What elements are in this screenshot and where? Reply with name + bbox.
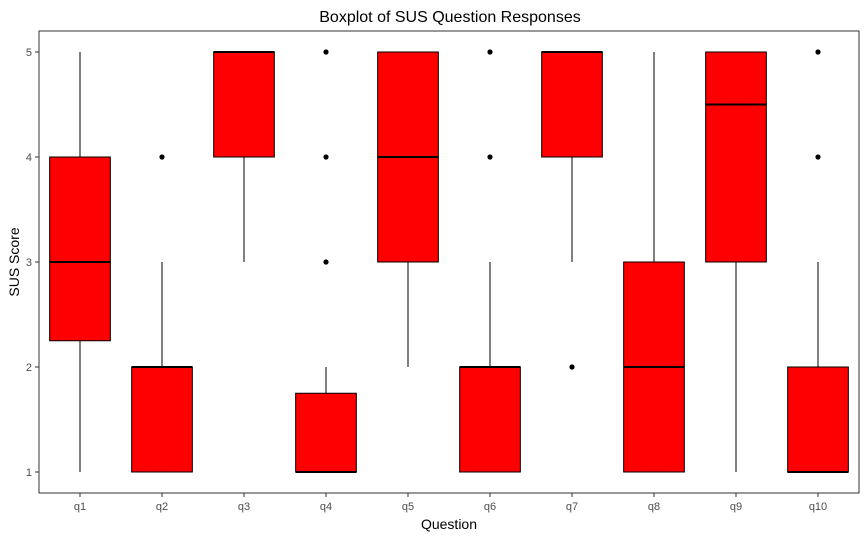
box-q2 xyxy=(131,154,193,473)
y-tick-label: 3 xyxy=(26,257,32,269)
outlier-point xyxy=(815,154,821,160)
box-rect xyxy=(705,51,767,263)
outlier-point xyxy=(487,49,493,55)
outlier-point xyxy=(159,154,165,160)
boxes-layer xyxy=(49,49,849,473)
outlier-point xyxy=(815,49,821,55)
x-tick-label: q9 xyxy=(730,501,742,513)
y-tick-label: 5 xyxy=(26,47,32,59)
x-tick-label: q8 xyxy=(648,501,660,513)
x-tick-label: q5 xyxy=(402,501,414,513)
box-q8 xyxy=(623,52,685,473)
box-rect xyxy=(49,156,111,342)
outlier-point xyxy=(487,154,493,160)
box-q9 xyxy=(705,51,767,472)
box-q7 xyxy=(541,51,603,370)
box-q10 xyxy=(787,49,849,473)
box-rect xyxy=(541,51,603,158)
y-axis: 1 2 3 4 5 xyxy=(26,47,39,479)
box-q6 xyxy=(459,49,521,473)
x-axis: q1 q2 q3 q4 q5 q6 q7 q8 q9 q10 xyxy=(74,493,827,513)
y-tick-label: 2 xyxy=(26,362,32,374)
x-tick-label: q4 xyxy=(320,501,332,513)
x-tick-label: q1 xyxy=(74,501,86,513)
chart-title: Boxplot of SUS Question Responses xyxy=(319,9,580,26)
box-q5 xyxy=(377,51,439,367)
x-tick-label: q2 xyxy=(156,501,168,513)
outlier-point xyxy=(323,154,329,160)
box-rect xyxy=(459,366,521,473)
box-rect xyxy=(787,366,849,473)
box-rect xyxy=(295,392,357,473)
y-tick-label: 1 xyxy=(26,467,32,479)
box-rect xyxy=(213,51,275,158)
x-axis-title: Question xyxy=(421,516,477,532)
x-tick-label: q10 xyxy=(809,501,827,513)
box-q3 xyxy=(213,51,275,262)
x-tick-label: q3 xyxy=(238,501,250,513)
x-tick-label: q6 xyxy=(484,501,496,513)
y-tick-label: 4 xyxy=(26,152,32,164)
box-rect xyxy=(131,366,193,473)
outlier-point xyxy=(569,364,575,370)
box-q1 xyxy=(49,52,111,472)
box-q4 xyxy=(295,49,357,473)
outlier-point xyxy=(323,259,329,265)
x-tick-label: q7 xyxy=(566,501,578,513)
y-axis-title: SUS Score xyxy=(6,227,22,296)
outlier-point xyxy=(323,49,329,55)
